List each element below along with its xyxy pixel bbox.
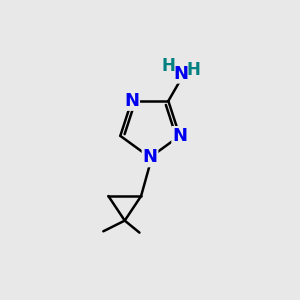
Text: N: N [173,65,188,83]
Text: N: N [142,148,158,166]
Text: H: H [187,61,200,79]
Text: N: N [124,92,139,110]
Text: H: H [162,57,176,75]
Text: N: N [172,127,187,145]
